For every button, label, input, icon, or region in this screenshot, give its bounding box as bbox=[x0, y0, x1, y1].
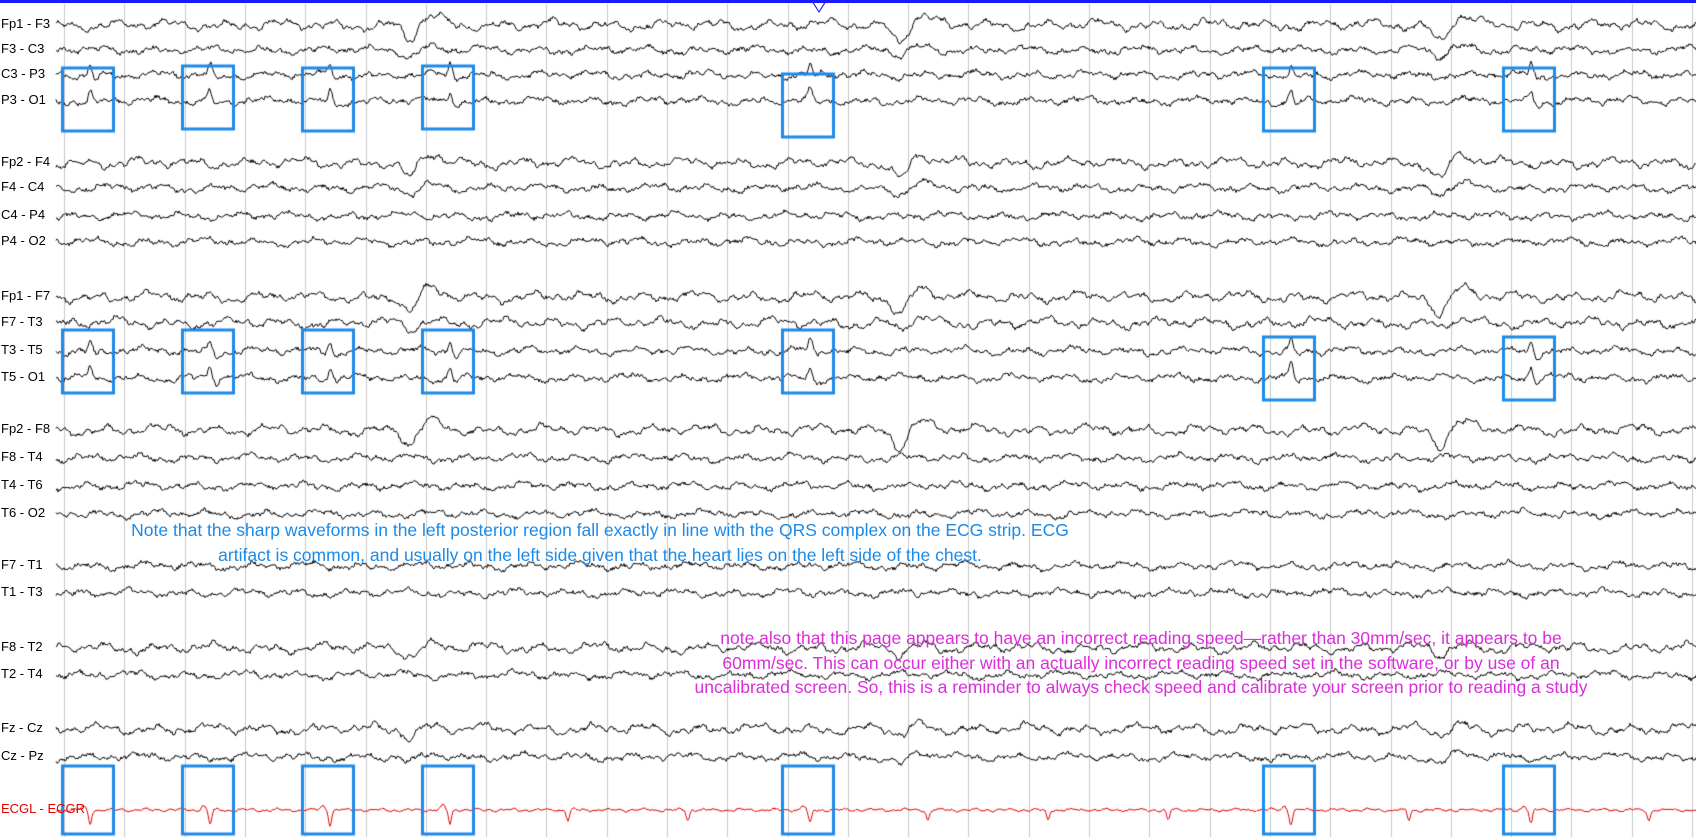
ecg-note-line: Note that the sharp waveforms in the lef… bbox=[131, 520, 1069, 540]
channel-label-f7-t3[interactable]: F7 - T3 bbox=[1, 314, 43, 329]
channel-label-t2-t4[interactable]: T2 - T4 bbox=[1, 666, 43, 681]
channel-label-t1-t3[interactable]: T1 - T3 bbox=[1, 584, 43, 599]
speed-note-line: uncalibrated screen. So, this is a remin… bbox=[694, 677, 1588, 697]
page-cursor-marker-icon[interactable] bbox=[812, 2, 826, 13]
channel-label-f7-t1[interactable]: F7 - T1 bbox=[1, 557, 43, 572]
channel-label-cz-pz[interactable]: Cz - Pz bbox=[1, 748, 44, 763]
page-position-bar[interactable] bbox=[0, 0, 1696, 3]
channel-label-fp2-f8[interactable]: Fp2 - F8 bbox=[1, 421, 51, 436]
channel-label-fp1-f3[interactable]: Fp1 - F3 bbox=[1, 16, 51, 31]
channel-label-p3-o1[interactable]: P3 - O1 bbox=[1, 92, 46, 107]
channel-label-t3-t5[interactable]: T3 - T5 bbox=[1, 342, 43, 357]
channel-label-p4-o2[interactable]: P4 - O2 bbox=[1, 233, 46, 248]
channel-label-f8-t4[interactable]: F8 - T4 bbox=[1, 449, 43, 464]
ecg-note-line: artifact is common, and usually on the l… bbox=[218, 544, 982, 565]
channel-label-f3-c3[interactable]: F3 - C3 bbox=[1, 41, 45, 56]
channel-label-t4-t6[interactable]: T4 - T6 bbox=[1, 477, 43, 492]
speed-note-line: note also that this page appears to have… bbox=[720, 628, 1562, 648]
channel-label-fp1-f7[interactable]: Fp1 - F7 bbox=[1, 288, 51, 303]
channel-label-c3-p3[interactable]: C3 - P3 bbox=[1, 66, 46, 81]
channel-label-t6-o2[interactable]: T6 - O2 bbox=[1, 505, 46, 520]
channel-label-t5-o1[interactable]: T5 - O1 bbox=[1, 369, 46, 384]
channel-label-c4-p4[interactable]: C4 - P4 bbox=[1, 207, 46, 222]
ecg-artifact-note: Note that the sharp waveforms in the lef… bbox=[30, 518, 1170, 567]
channel-label-f4-c4[interactable]: F4 - C4 bbox=[1, 179, 45, 194]
channel-label-fp2-f4[interactable]: Fp2 - F4 bbox=[1, 154, 51, 169]
reading-speed-note: note also that this page appears to have… bbox=[596, 626, 1686, 700]
channel-label-f8-t2[interactable]: F8 - T2 bbox=[1, 639, 43, 654]
speed-note-line: 60mm/sec. This can occur either with an … bbox=[722, 652, 1560, 673]
channel-label-ecgl-ecgr[interactable]: ECGL - ECGR bbox=[1, 801, 86, 816]
channel-label-fz-cz[interactable]: Fz - Cz bbox=[1, 720, 43, 735]
